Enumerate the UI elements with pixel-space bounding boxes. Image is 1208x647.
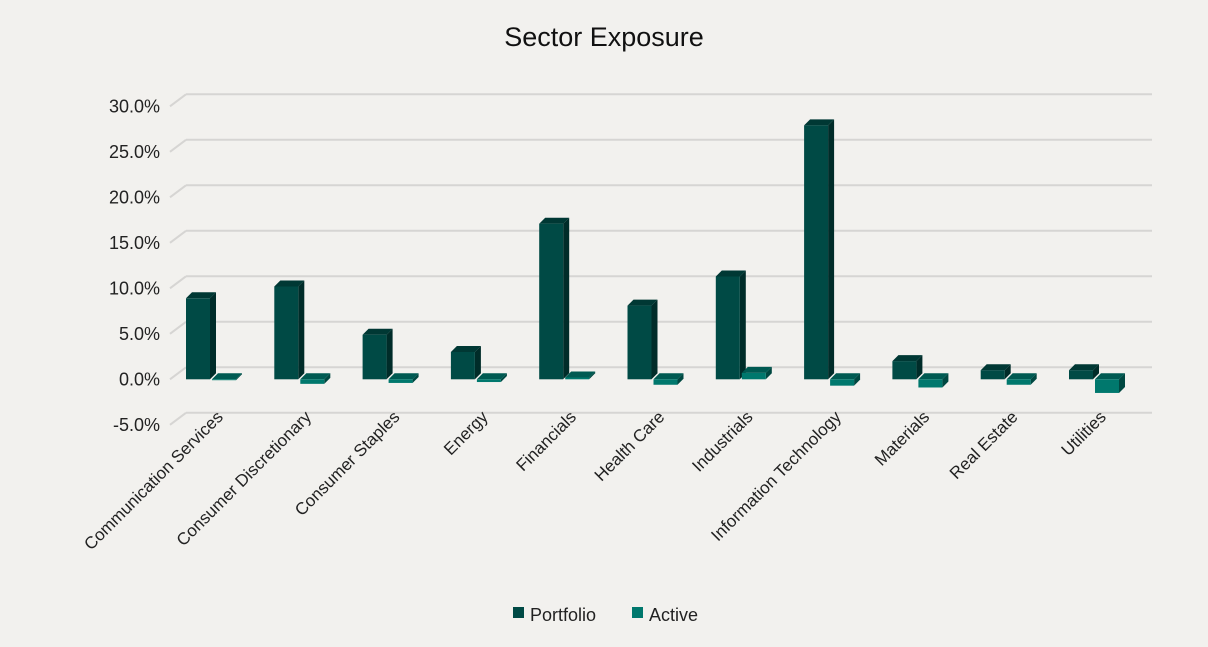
bar-portfolio (1069, 364, 1099, 380)
legend-label: Portfolio (530, 605, 596, 625)
bar-active (300, 373, 331, 384)
y-tick-label: 5.0% (119, 324, 160, 344)
bar-portfolio (362, 328, 393, 380)
bar-active (476, 373, 507, 383)
y-tick-label: 25.0% (109, 142, 160, 162)
bar-portfolio (804, 119, 835, 380)
bar-portfolio (627, 299, 658, 380)
legend-swatch (632, 607, 643, 618)
x-tick-label: Utilities (1058, 407, 1110, 459)
bar-active (653, 373, 684, 385)
bar-portfolio (892, 355, 923, 380)
y-tick-label: 20.0% (109, 187, 160, 207)
gridline-diagonal (169, 93, 187, 108)
x-tick-label: Real Estate (946, 407, 1022, 483)
gridline-diagonal (169, 366, 187, 381)
legend-swatch (513, 607, 524, 618)
gridline-diagonal (169, 139, 187, 153)
bar-active (830, 373, 861, 386)
gridline-diagonal (169, 230, 187, 244)
bar-active (1006, 373, 1037, 385)
y-tick-label: 0.0% (119, 369, 160, 389)
x-tick-label: Health Care (591, 407, 669, 485)
y-tick-label: 15.0% (109, 233, 160, 253)
x-tick-label: Industrials (688, 407, 756, 475)
y-tick-label: 10.0% (109, 278, 160, 298)
bar-portfolio (450, 346, 481, 380)
bar-active (388, 373, 419, 383)
bar-portfolio (715, 270, 746, 380)
x-tick-label: Financials (512, 407, 580, 475)
bar-portfolio (186, 292, 216, 380)
bar-portfolio (539, 217, 570, 380)
bar-portfolio (980, 364, 1011, 380)
bar-active (565, 371, 596, 380)
y-tick-label: 30.0% (109, 96, 160, 116)
bar-active (212, 373, 242, 381)
bar-active (1095, 373, 1125, 393)
x-tick-label: Materials (871, 407, 933, 469)
gridline-diagonal (169, 320, 187, 335)
legend-label: Active (649, 605, 698, 625)
gridline-diagonal (169, 184, 187, 199)
bar-portfolio (274, 280, 305, 380)
gridline-diagonal (169, 275, 187, 290)
x-tick-label: Energy (440, 407, 492, 459)
legend: Portfolio Active (513, 605, 698, 625)
gridline-diagonal (169, 411, 187, 426)
y-tick-label: -5.0% (113, 415, 160, 435)
chart-title: Sector Exposure (504, 22, 704, 52)
bar-active (741, 366, 772, 380)
bar-active (918, 373, 949, 388)
